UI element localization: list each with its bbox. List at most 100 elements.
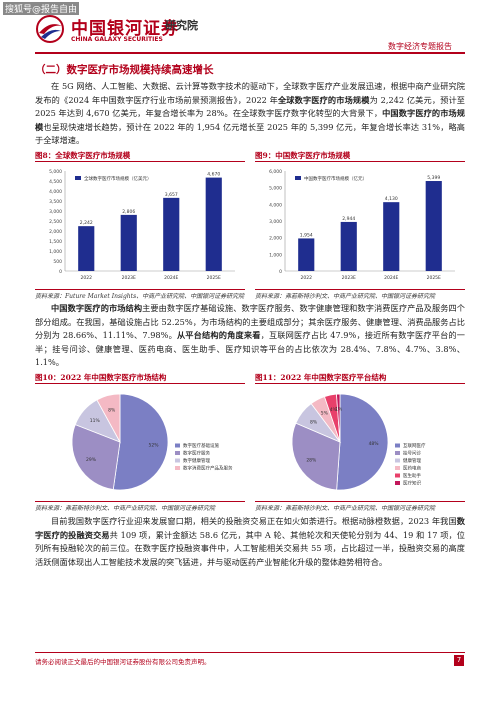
fig11-title: 图11：2022 年中国数字医疗平台结构 xyxy=(255,373,387,382)
fig11-slice-label: 4% xyxy=(330,407,338,413)
fig8-value-label: 4,670 xyxy=(207,172,220,178)
fig8-ytick-label: 2,500 xyxy=(49,219,62,225)
para2-text-1: 主要由数字医疗基础设施、数字医疗服务、数字健康管理和数字消费医疗产品及服务四个部… xyxy=(35,303,465,340)
fig11-legend-swatch xyxy=(395,443,400,448)
fig8-ytick-label: 5,000 xyxy=(49,169,62,175)
page-number: 7 xyxy=(454,655,464,666)
fig11-source: 资料来源：弗若斯特沙利文、中商产业研究院、中国银河证券研究院 xyxy=(255,505,436,512)
fig11-slice-0 xyxy=(336,393,389,491)
fig8-value-label: 3,657 xyxy=(165,192,178,198)
fig9-value-label: 2,944 xyxy=(342,216,355,222)
fig11-slice-label: 8% xyxy=(310,419,318,425)
fig10-source: 资料来源：弗若斯特沙利文、中商产业研究院、中国银河证券研究院 xyxy=(35,505,216,512)
fig11-legend-swatch xyxy=(395,458,400,463)
fig11-slice-label: 28% xyxy=(306,458,317,464)
fig10-legend-label: 数字消费医疗产品及服务 xyxy=(183,465,233,472)
watermark: 搜狐号@报告自由 xyxy=(3,2,80,15)
fig8-ytick-label: 500 xyxy=(53,259,62,265)
fig10-slice-label: 8% xyxy=(108,407,116,413)
fig8-value-label: 2,242 xyxy=(80,220,93,226)
fig10-chart: 52% 29% 11% 8% 数字医疗基础设施数字医疗服务数字健康管理数字消费医疗产品及… xyxy=(71,393,233,491)
fig10-legend-label: 数字医疗基础设施 xyxy=(183,442,219,449)
para3-text-1: 目前我国数字医疗行业迎来发展窗口期，相关的投融资交易正在如火如荼进行。根据动脉橙… xyxy=(51,516,457,526)
section-title: （二）数字医疗市场规模持续高速增长 xyxy=(35,64,214,76)
fig11-legend-swatch xyxy=(395,473,400,478)
fig9-ytick-label: 3,000 xyxy=(269,219,282,225)
para3-bold-1: 数字医疗的投融资交易 xyxy=(35,516,465,540)
fig10-slice-label: 52% xyxy=(149,442,160,448)
fig10-legend-swatch xyxy=(175,466,180,470)
para2-bold-2: 从平台结构的角度来看 xyxy=(176,330,261,340)
fig9-xtick-label: 2022 xyxy=(301,275,313,281)
fig11-legend-label: 挂号问诊 xyxy=(403,450,421,457)
fig10-title: 图10：2022 年中国数字医疗市场结构 xyxy=(35,373,167,382)
fig9-xtick-label: 2025E xyxy=(427,275,441,281)
fig9-value-label: 1,954 xyxy=(300,232,313,238)
para1-bold-2: 中国数字医疗的市场规模 xyxy=(35,108,465,132)
fig8-bar-2023E xyxy=(120,214,137,271)
company-logo: 中国银河证券 CHINA GALAXY SECURITIES 研究院 xyxy=(35,14,235,48)
fig8-bar-2025E xyxy=(205,177,222,271)
fig10-slice-1 xyxy=(71,424,121,490)
footer-divider xyxy=(35,652,465,653)
fig11-bottom-rule xyxy=(255,501,465,502)
fig11-slice-label: 5% xyxy=(321,410,329,416)
fig9-bar-2024E xyxy=(383,202,400,271)
para3-text-2: 共 109 项，累计金额达 58.6 亿元，其中 A 轮、其他轮次和天使轮分别为… xyxy=(35,529,465,567)
fig10-slice-3 xyxy=(96,393,121,443)
para2-text-2: ，互联网医疗占比 47.9%，接近所有数字医疗平台的一半；挂号问诊、健康管理、医… xyxy=(35,330,465,367)
fig9-bar-2023E xyxy=(340,221,357,271)
fig8-ytick-label: 1,500 xyxy=(49,239,62,245)
fig8-rule xyxy=(35,161,245,162)
fig11-rule xyxy=(255,383,465,384)
fig9-value-label: 5,399 xyxy=(427,175,440,181)
fig10-plot: 52% 29% 11% 8% 数字医疗基础设施数字医疗服务数字健康管理数字消费医疗产品及… xyxy=(71,393,233,491)
fig9-bar-2025E xyxy=(425,181,442,271)
fig8-ytick-label: 0 xyxy=(59,269,62,275)
header-divider xyxy=(35,52,465,54)
fig8-xtick-label: 2025E xyxy=(207,275,221,281)
fig8-ytick-label: 4,500 xyxy=(49,179,62,185)
fig9-xtick-label: 2024E xyxy=(384,275,398,281)
para1-text-2: 为 2,242 亿美元，预计至 2025 年达到 4,670 亿美元，年复合增长… xyxy=(35,94,465,119)
report-type: 数字经济专题报告 xyxy=(388,42,452,51)
fig11-legend-swatch xyxy=(395,451,400,455)
fig10-slice-label: 11% xyxy=(90,418,101,424)
division-label: 研究院 xyxy=(165,19,198,32)
fig10-legend-swatch xyxy=(175,458,180,463)
fig8-legend-label: 全球数字医疗市场规模（亿美元） xyxy=(84,175,152,182)
fig11-legend-label: 互联网医疗 xyxy=(403,442,426,449)
para1-text-3: 也呈现快速增长趋势，预计在 2022 年的 1,954 亿元增长至 2025 年… xyxy=(35,121,465,146)
fig8-chart: 0 500 1,000 1,500 2,000 2,500 3,000 3,500 4,000 4… xyxy=(49,169,235,281)
fig9-bar-2022 xyxy=(298,238,315,271)
fig11-legend-swatch xyxy=(395,466,400,470)
fig10-slice-label: 29% xyxy=(86,457,97,463)
fig9-plot: 0 1,000 2,000 3,000 4,000 5,000 6,000 中国数字医疗市场规… xyxy=(269,169,455,281)
fig9-bottom-rule xyxy=(255,289,465,290)
fig9-ytick-label: 6,000 xyxy=(269,169,282,175)
fig8-value-label: 2,806 xyxy=(122,209,135,215)
fig8-xtick-label: 2023E xyxy=(122,275,136,281)
fig9-title: 图9：中国数字医疗市场规模 xyxy=(255,151,351,160)
fig11-slice-1 xyxy=(291,422,341,491)
fig8-legend-swatch xyxy=(75,176,81,180)
paragraph-investment: 目前我国数字医疗行业迎来发展窗口期，相关的投融资交易正在如火如荼进行。根据动脉橙… xyxy=(35,515,465,569)
fig9-chart: 0 1,000 2,000 3,000 4,000 5,000 6,000 中国数字医疗市场规… xyxy=(269,169,455,281)
fig8-ytick-label: 2,000 xyxy=(49,229,62,235)
fig8-bar-2022 xyxy=(78,226,95,271)
fig8-ytick-label: 4,000 xyxy=(49,189,62,195)
fig9-ytick-label: 0 xyxy=(279,269,282,275)
fig9-rule xyxy=(255,161,465,162)
fig11-legend-label: 医生助手 xyxy=(403,472,421,479)
fig8-bottom-rule xyxy=(35,289,245,290)
fig8-ytick-label: 3,500 xyxy=(49,199,62,205)
company-name-cn: 中国银河证券 xyxy=(71,19,179,39)
fig9-value-label: 4,130 xyxy=(385,196,398,202)
paragraph-market-structure: 中国数字医疗的市场结构主要由数字医疗基础设施、数字医疗服务、数字健康管理和数字消… xyxy=(35,302,465,370)
fig8-xtick-label: 2022 xyxy=(81,275,93,281)
fig11-slice-label: 1% xyxy=(335,406,343,412)
company-name-en: CHINA GALAXY SECURITIES xyxy=(71,36,163,43)
fig9-xtick-label: 2023E xyxy=(342,275,356,281)
